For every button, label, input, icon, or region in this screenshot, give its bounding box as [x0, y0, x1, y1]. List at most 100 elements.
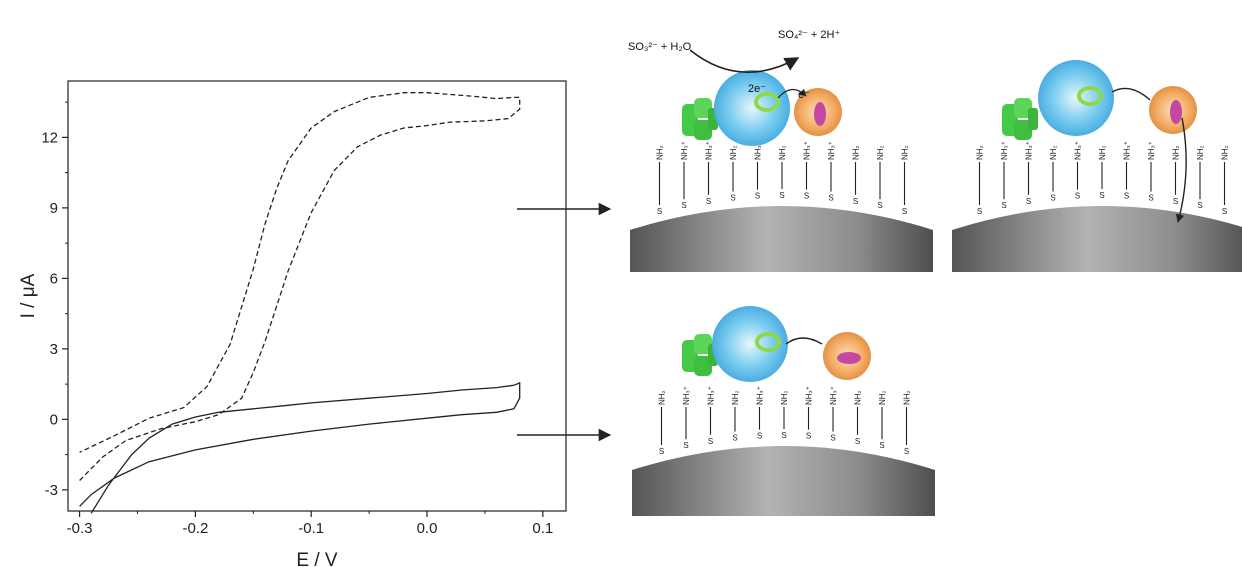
- amine-group-label: NH₂: [1196, 145, 1205, 160]
- thiol-label: S: [1026, 197, 1031, 206]
- amine-group-label: NH₂: [778, 145, 787, 160]
- thiol-label: S: [806, 432, 811, 441]
- thiol-label: S: [1050, 194, 1055, 203]
- heme-icon: [1170, 100, 1182, 124]
- y-axis-ticks: -3 0 3 6 9 12: [41, 101, 68, 499]
- thiol-label: S: [902, 207, 907, 216]
- amine-group-label: NH₂: [780, 390, 789, 405]
- thiol-label: S: [757, 432, 762, 441]
- amine-monolayer: S NH₂ S NH₃⁺ S NH₃⁺ S NH₂ S NH₃⁺ S NH₂ S NH₃⁺ S NH₃⁺ S NH…: [976, 141, 1230, 216]
- amine-group-label: NH₃⁺: [829, 386, 838, 405]
- amine-group-label: NH₂: [876, 145, 885, 160]
- amine-group-label: NH₂: [901, 145, 910, 160]
- thiol-label: S: [659, 447, 664, 456]
- y-tick-label: 0: [50, 411, 58, 428]
- thiol-label: S: [683, 441, 688, 450]
- amine-group-label: NH₂: [729, 145, 738, 160]
- cyclic-voltammogram-chart: -0.3 -0.2 -0.1 0.0 0.1 -3 0 3 6 9 12 E / V I / μA: [18, 80, 567, 567]
- amine-group-label: NH₃⁺: [803, 141, 812, 160]
- electrode: [632, 446, 935, 516]
- thiol-label: S: [708, 437, 713, 446]
- amine-group-label: NH₂: [903, 390, 912, 405]
- amine-group-label: NH₂: [1049, 145, 1058, 160]
- amine-group-label: NH₃⁺: [756, 386, 765, 405]
- electrode: [952, 206, 1242, 272]
- thiol-label: S: [681, 201, 686, 210]
- amine-group-label: NH₃⁺: [1147, 141, 1156, 160]
- amine-group-label: NH₃⁺: [707, 386, 716, 405]
- amine-group-label: NH₃⁺: [680, 141, 689, 160]
- series-dashed-curve: [79, 92, 521, 481]
- thiol-label: S: [781, 431, 786, 440]
- reaction-arrow: [689, 49, 800, 73]
- amine-group-label: NH₂: [656, 145, 665, 160]
- sulfite-oxidase-protein-icon: [714, 70, 790, 146]
- y-tick-label: 3: [50, 341, 58, 358]
- molybdenum-cofactor-icon: [755, 332, 781, 352]
- x-axis-label: E / V: [296, 550, 338, 567]
- thiol-label: S: [853, 197, 858, 206]
- amine-group-label: NH₂: [1172, 145, 1181, 160]
- y-axis-label: I / μA: [18, 273, 39, 318]
- thiol-label: S: [1075, 192, 1080, 201]
- y-tick-label: 6: [50, 270, 58, 287]
- sulfite-oxidase-protein-icon: [1038, 60, 1114, 136]
- thiol-label: S: [855, 437, 860, 446]
- electrode-transfer-arrow: [1175, 117, 1187, 223]
- y-tick-label: 12: [41, 129, 58, 146]
- amine-group-label: NH₃⁺: [1074, 141, 1083, 160]
- thiol-label: S: [1222, 207, 1227, 216]
- y-tick-label: -3: [45, 482, 58, 499]
- thiol-label: S: [828, 194, 833, 203]
- thiol-label: S: [879, 441, 884, 450]
- x-tick-label: -0.1: [298, 520, 324, 537]
- thiol-label: S: [877, 201, 882, 210]
- amine-group-label: NH₂: [1098, 145, 1107, 160]
- y-tick-label: 9: [50, 200, 58, 217]
- amine-group-label: NH₃⁺: [754, 141, 763, 160]
- amine-group-label: NH₃⁺: [1000, 141, 1009, 160]
- x-tick-label: 0.0: [417, 520, 438, 537]
- thiol-label: S: [977, 207, 982, 216]
- amine-group-label: NH₃⁺: [705, 141, 714, 160]
- amine-group-label: NH₂: [852, 145, 861, 160]
- thiol-label: S: [1124, 192, 1129, 201]
- amine-group-label: NH₂: [878, 390, 887, 405]
- x-tick-label: -0.2: [182, 520, 208, 537]
- amine-group-label: NH₃⁺: [827, 141, 836, 160]
- electron-label-2e: 2e⁻: [748, 83, 766, 95]
- reaction-reactants: SO₃²⁻ + H₂O: [628, 41, 692, 53]
- thiol-label: S: [755, 192, 760, 201]
- thiol-label: S: [1099, 191, 1104, 200]
- amine-group-label: NH₃⁺: [805, 386, 814, 405]
- thiol-label: S: [904, 447, 909, 456]
- heme-icon: [814, 102, 826, 126]
- amine-group-label: NH₃⁺: [1123, 141, 1132, 160]
- electron-label-e: e⁻: [798, 89, 810, 101]
- thiol-label: S: [1197, 201, 1202, 210]
- antibody-icon: [682, 334, 718, 376]
- amine-group-label: NH₂: [731, 390, 740, 405]
- schematic-panel-b: S NH₂ S NH₃⁺ S NH₃⁺ S NH₂ S NH₃⁺ S NH₂ S NH₃⁺ S NH₃⁺ S NH…: [952, 60, 1242, 272]
- thiol-label: S: [657, 207, 662, 216]
- amine-group-label: NH₃⁺: [1025, 141, 1034, 160]
- x-axis-ticks: -0.3 -0.2 -0.1 0.0 0.1: [67, 511, 553, 537]
- thiol-label: S: [730, 194, 735, 203]
- molybdenum-cofactor-icon: [754, 92, 780, 112]
- molybdenum-cofactor-icon: [1077, 86, 1103, 106]
- plot-frame: [67, 80, 567, 512]
- antibody-icon: [1002, 98, 1038, 140]
- schematic-panel-c: S NH₂ S NH₃⁺ S NH₃⁺ S NH₂ S NH₃⁺ S NH₂ S NH₃⁺ S NH₃⁺ S NH…: [632, 306, 935, 516]
- amine-group-label: NH₃⁺: [682, 386, 691, 405]
- amine-monolayer: S NH₂ S NH₃⁺ S NH₃⁺ S NH₂ S NH₃⁺ S NH₂ S NH₃⁺ S NH₃⁺ S NH…: [658, 386, 912, 456]
- reaction-products: SO₄²⁻ + 2H⁺: [778, 29, 840, 41]
- thiol-label: S: [1001, 201, 1006, 210]
- electron-transfer-arrow: [777, 88, 807, 99]
- amine-group-label: NH₂: [1221, 145, 1230, 160]
- schematic-panel-a: S NH₂ S NH₃⁺ S NH₃⁺ S NH₂ S NH₃⁺ S NH₂ S NH₃⁺ S NH₃⁺ S NH…: [628, 29, 933, 272]
- amine-group-label: NH₂: [976, 145, 985, 160]
- sulfite-oxidase-protein-icon: [712, 306, 788, 382]
- antibody-icon: [682, 98, 718, 140]
- x-tick-label: 0.1: [532, 520, 553, 537]
